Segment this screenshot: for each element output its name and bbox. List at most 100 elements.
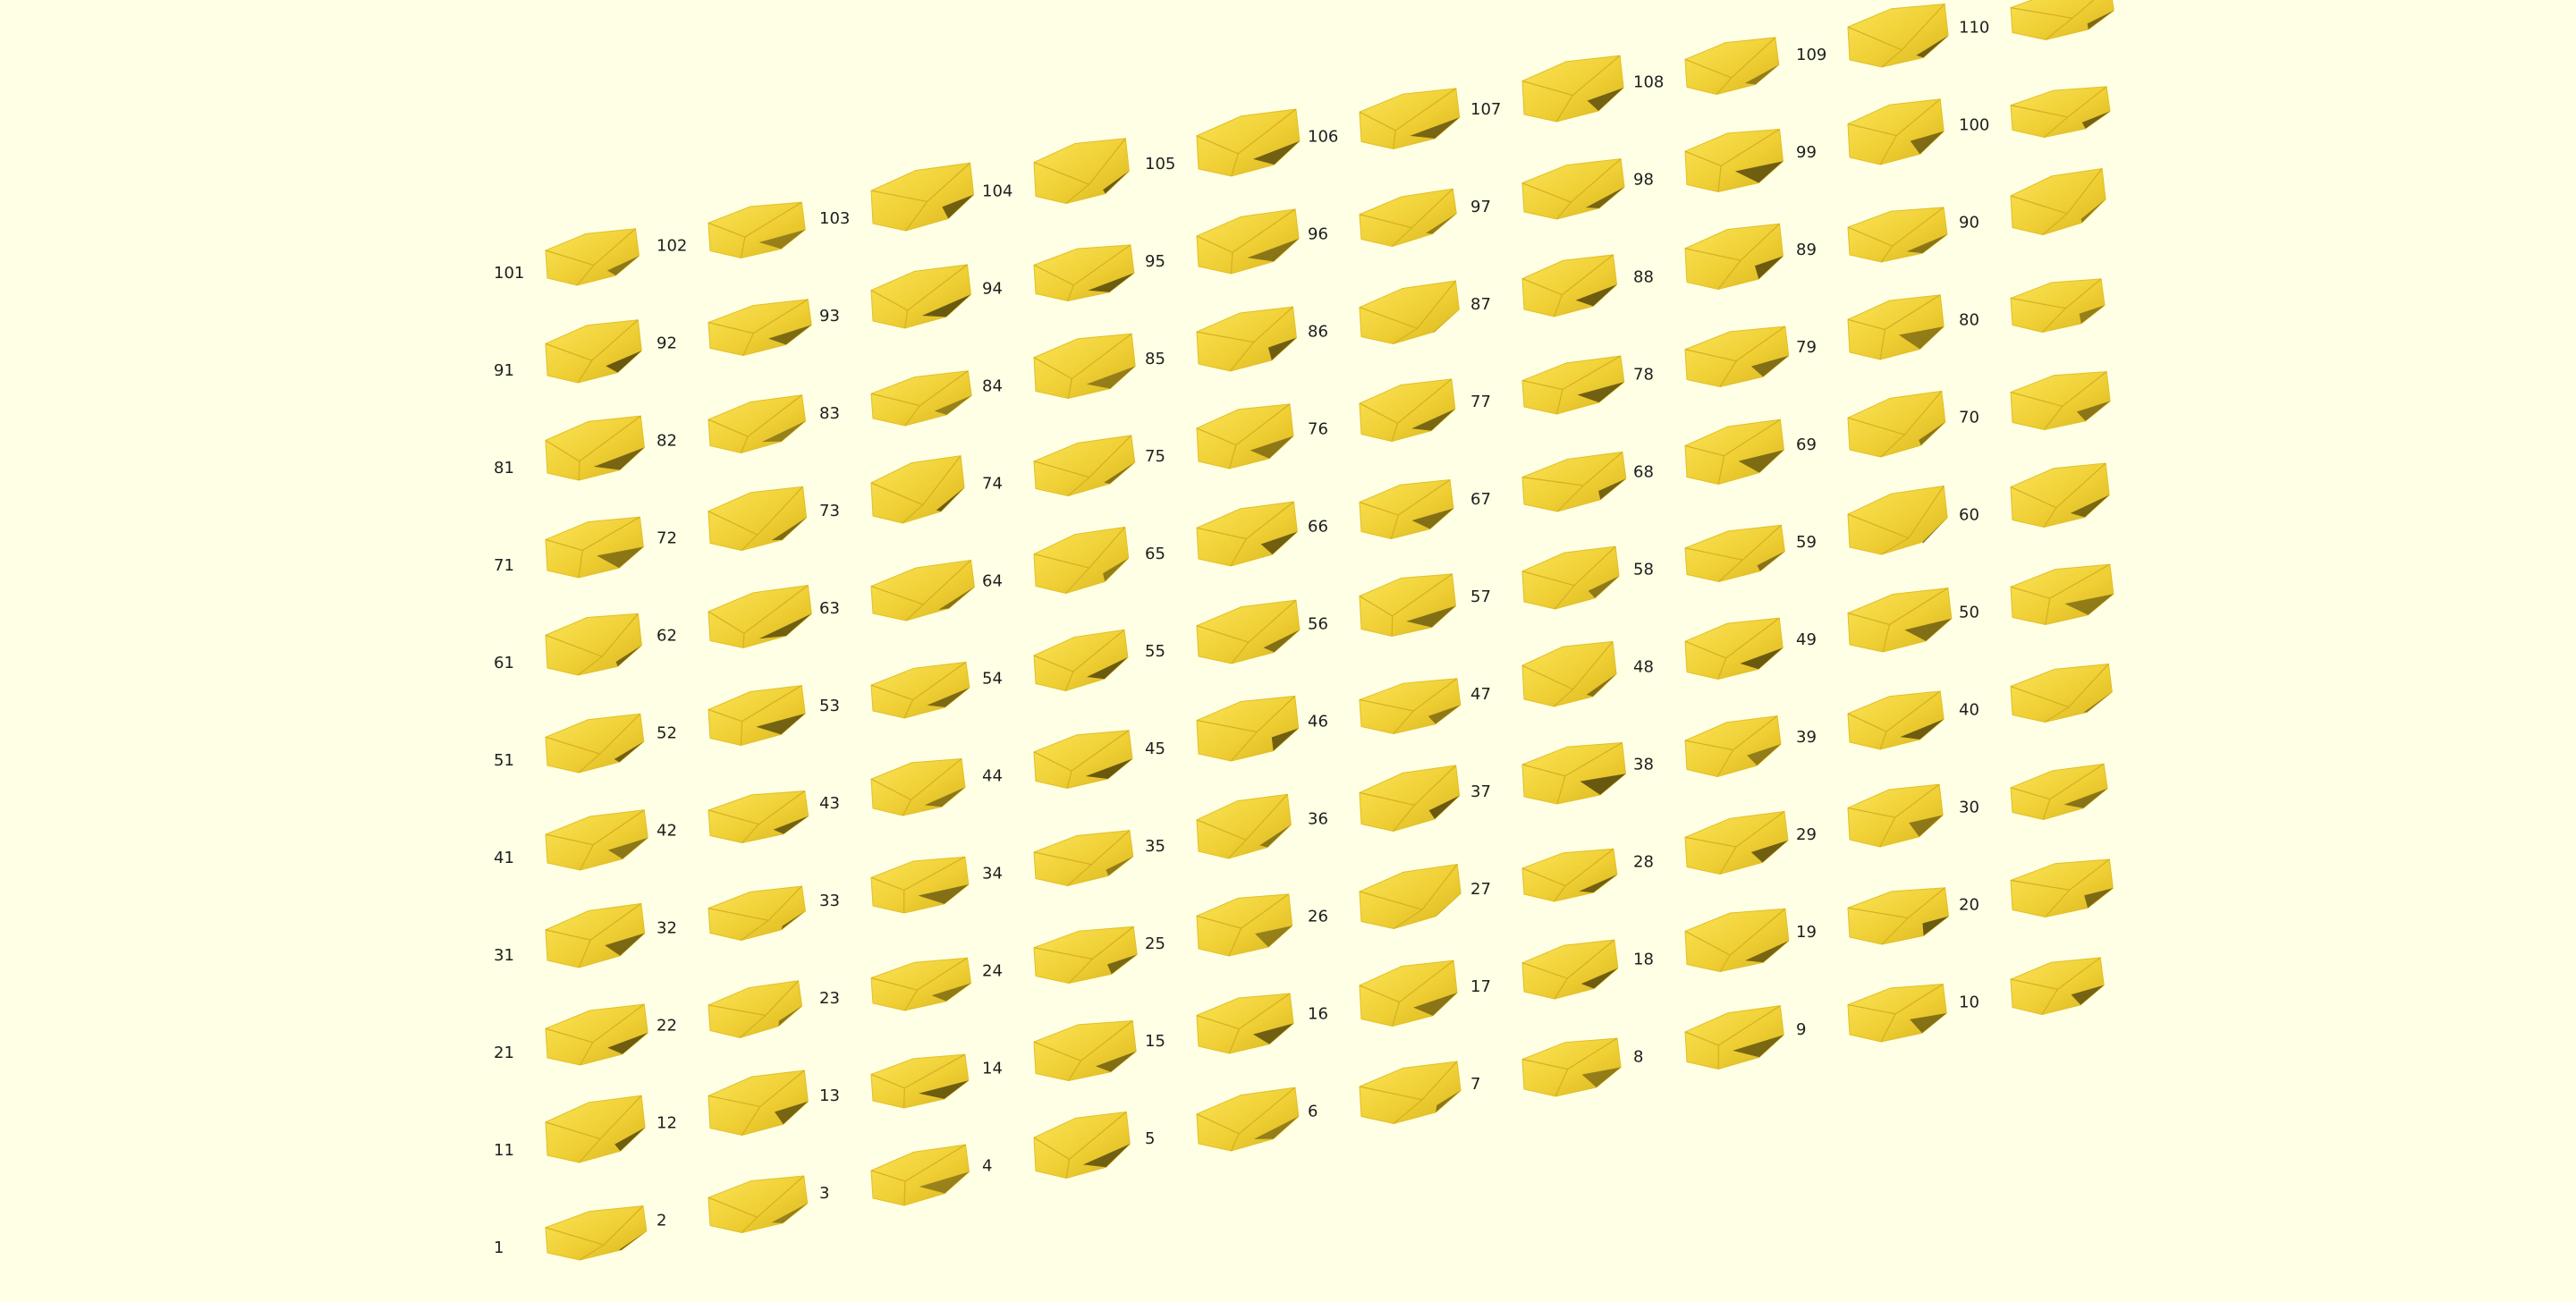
part-76[interactable]: 76	[1308, 378, 1456, 443]
part-51[interactable]: 51	[494, 713, 645, 774]
part-2[interactable]: 2	[657, 1175, 809, 1234]
part-100[interactable]: 100	[1959, 86, 2111, 139]
part-30[interactable]: 30	[1959, 763, 2108, 821]
part-95[interactable]: 95	[1145, 208, 1300, 275]
part-13[interactable]: 13	[819, 1053, 970, 1109]
part-43[interactable]: 43	[819, 758, 966, 816]
part-44[interactable]: 44	[982, 730, 1133, 790]
part-38[interactable]: 38	[1633, 715, 1782, 778]
part-48[interactable]: 48	[1633, 617, 1784, 681]
part-72[interactable]: 72	[657, 486, 808, 552]
part-66[interactable]: 66	[1308, 479, 1454, 540]
part-107[interactable]: 107	[1470, 55, 1624, 123]
part-89[interactable]: 89	[1796, 207, 1948, 263]
part-103[interactable]: 103	[819, 162, 975, 232]
part-79[interactable]: 79	[1796, 294, 1945, 360]
part-5[interactable]: 5	[1145, 1086, 1300, 1152]
part-26[interactable]: 26	[1308, 863, 1462, 930]
part-1[interactable]: 1	[494, 1205, 648, 1261]
part-52[interactable]: 52	[657, 685, 806, 747]
part-93[interactable]: 93	[819, 264, 971, 329]
part-8[interactable]: 8	[1633, 1005, 1784, 1070]
part-64[interactable]: 64	[982, 526, 1130, 595]
part-80[interactable]: 80	[1959, 278, 2106, 334]
part-4[interactable]: 4	[982, 1111, 1131, 1179]
part-98[interactable]: 98	[1633, 128, 1784, 193]
part-63[interactable]: 63	[819, 559, 975, 621]
part-3[interactable]: 3	[819, 1144, 970, 1206]
part-77[interactable]: 77	[1470, 355, 1625, 415]
part-81[interactable]: 81	[494, 415, 645, 481]
part-74[interactable]: 74	[982, 435, 1136, 497]
part-35[interactable]: 35	[1145, 793, 1292, 859]
part-33[interactable]: 33	[819, 856, 970, 914]
part-42[interactable]: 42	[657, 790, 809, 844]
part-46[interactable]: 46	[1308, 678, 1462, 735]
part-83[interactable]: 83	[819, 370, 972, 427]
part-108[interactable]: 108	[1633, 37, 1780, 96]
part-34[interactable]: 34	[982, 830, 1134, 887]
part-109[interactable]: 109	[1796, 3, 1949, 68]
part-6[interactable]: 6	[1308, 1061, 1462, 1125]
part-21[interactable]: 21	[494, 1003, 648, 1066]
part-73[interactable]: 73	[819, 455, 965, 524]
part-7[interactable]: 7	[1470, 1037, 1622, 1097]
part-19[interactable]: 19	[1796, 887, 1950, 945]
part-110[interactable]: 110	[1959, 0, 2114, 41]
part-37[interactable]: 37	[1470, 741, 1627, 805]
part-20[interactable]: 20	[1959, 858, 2114, 918]
part-97[interactable]: 97	[1470, 158, 1625, 220]
part-18[interactable]: 18	[1633, 908, 1790, 973]
part-69[interactable]: 69	[1796, 390, 1946, 458]
part-65[interactable]: 65	[1145, 501, 1298, 567]
part-41[interactable]: 41	[494, 809, 648, 871]
part-60[interactable]: 60	[1959, 462, 2110, 528]
part-28[interactable]: 28	[1633, 810, 1789, 875]
part-101[interactable]: 101	[494, 228, 640, 286]
part-70[interactable]: 70	[1959, 371, 2111, 431]
part-87[interactable]: 87	[1470, 254, 1618, 317]
part-9[interactable]: 9	[1796, 984, 1947, 1043]
part-106[interactable]: 106	[1308, 88, 1461, 150]
part-40[interactable]: 40	[1959, 664, 2113, 723]
part-25[interactable]: 25	[1145, 893, 1293, 957]
part-32[interactable]: 32	[657, 885, 806, 942]
part-56[interactable]: 56	[1308, 573, 1457, 638]
part-62[interactable]: 62	[657, 584, 812, 649]
part-78[interactable]: 78	[1633, 326, 1790, 388]
part-96[interactable]: 96	[1308, 188, 1457, 248]
part-57[interactable]: 57	[1470, 545, 1620, 610]
part-91[interactable]: 91	[494, 319, 642, 384]
part-68[interactable]: 68	[1633, 418, 1784, 486]
part-10[interactable]: 10	[1959, 957, 2105, 1016]
part-59[interactable]: 59	[1796, 485, 1948, 555]
part-27[interactable]: 27	[1470, 848, 1618, 902]
part-61[interactable]: 61	[494, 613, 642, 676]
part-53[interactable]: 53	[819, 661, 970, 719]
part-22[interactable]: 22	[657, 980, 803, 1039]
part-99[interactable]: 99	[1796, 98, 1945, 165]
part-47[interactable]: 47	[1470, 640, 1617, 707]
part-105[interactable]: 105	[1145, 108, 1301, 177]
part-94[interactable]: 94	[982, 244, 1135, 302]
part-58[interactable]: 58	[1633, 524, 1785, 583]
part-11[interactable]: 11	[494, 1095, 646, 1163]
part-29[interactable]: 29	[1796, 783, 1944, 848]
part-67[interactable]: 67	[1470, 451, 1627, 512]
part-92[interactable]: 92	[657, 299, 812, 357]
part-82[interactable]: 82	[657, 394, 807, 454]
part-102[interactable]: 102	[657, 201, 806, 259]
part-49[interactable]: 49	[1796, 588, 1953, 653]
part-71[interactable]: 71	[494, 516, 644, 579]
part-14[interactable]: 14	[982, 1019, 1137, 1082]
part-90[interactable]: 90	[1959, 167, 2106, 236]
part-50[interactable]: 50	[1959, 563, 2114, 626]
part-104[interactable]: 104	[982, 138, 1130, 205]
part-75[interactable]: 75	[1145, 403, 1294, 469]
part-84[interactable]: 84	[982, 333, 1136, 400]
part-12[interactable]: 12	[657, 1070, 809, 1137]
part-54[interactable]: 54	[982, 629, 1129, 692]
part-24[interactable]: 24	[982, 926, 1138, 985]
part-45[interactable]: 45	[1145, 695, 1300, 762]
